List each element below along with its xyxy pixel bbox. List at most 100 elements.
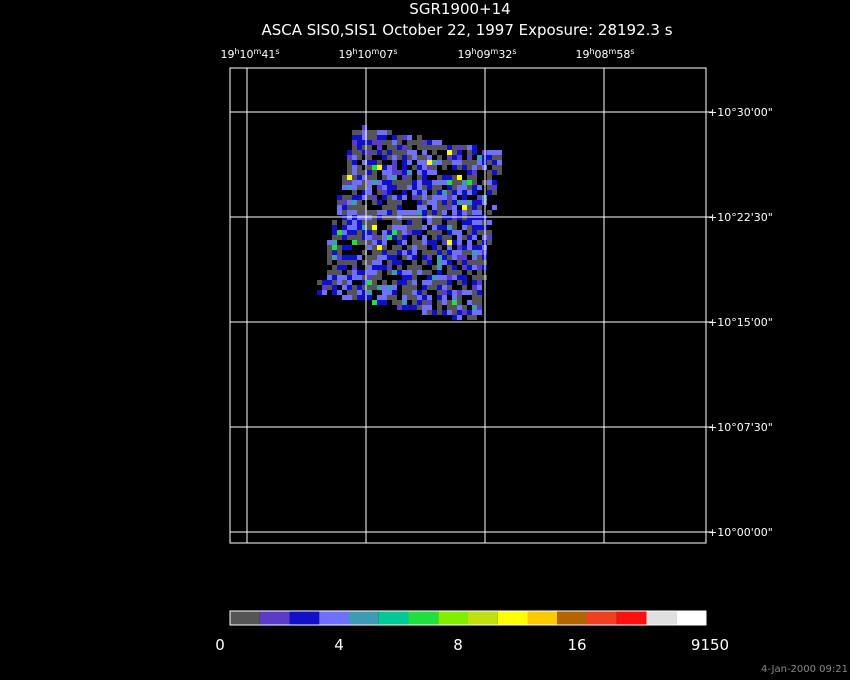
image-pixel: [402, 255, 407, 260]
image-pixel: [387, 230, 392, 235]
image-pixel: [422, 185, 427, 190]
coordinate-grid: 19h10m41s 19h10m07s 19h09m32s 19h08m58s+10°…: [220, 47, 773, 543]
image-pixel: [347, 225, 352, 230]
image-pixel: [412, 195, 417, 200]
image-pixel: [462, 225, 467, 230]
image-pixel: [367, 245, 372, 250]
image-pixel: [362, 270, 367, 275]
image-pixel: [477, 230, 482, 235]
image-pixel: [467, 265, 472, 270]
image-pixel: [462, 180, 467, 185]
image-pixel: [427, 195, 432, 200]
ra-value: 41: [261, 48, 275, 61]
image-pixel: [492, 160, 497, 165]
image-pixel: [357, 180, 362, 185]
image-pixel: [417, 225, 422, 230]
image-pixel: [402, 195, 407, 200]
image-pixel: [477, 255, 482, 260]
image-pixel: [377, 165, 382, 170]
ra-label: 19h08m58s: [575, 47, 634, 61]
colorbar-swatch: [289, 611, 320, 625]
image-pixel: [352, 275, 357, 280]
image-pixel: [397, 155, 402, 160]
image-pixel: [442, 210, 447, 215]
image-pixel: [337, 280, 342, 285]
image-pixel: [397, 180, 402, 185]
image-pixel: [347, 200, 352, 205]
image-pixel: [362, 195, 367, 200]
colorbar-label: 8: [453, 636, 463, 654]
image-pixel: [447, 160, 452, 165]
image-pixel: [402, 305, 407, 310]
image-pixel: [377, 190, 382, 195]
image-pixel: [367, 275, 372, 280]
timestamp: 4-Jan-2000 09:21: [761, 664, 848, 675]
image-pixel: [377, 210, 382, 215]
image-pixel: [382, 150, 387, 155]
image-pixel: [377, 145, 382, 150]
image-pixel: [442, 275, 447, 280]
image-pixel: [452, 220, 457, 225]
image-pixel: [337, 275, 342, 280]
image-pixel: [417, 290, 422, 295]
image-pixel: [427, 280, 432, 285]
image-pixel: [352, 135, 357, 140]
image-pixel: [387, 290, 392, 295]
image-pixel: [377, 235, 382, 240]
image-pixel: [392, 250, 397, 255]
image-pixel: [357, 145, 362, 150]
image-pixel: [357, 220, 362, 225]
image-pixel: [367, 230, 372, 235]
image-pixel: [407, 265, 412, 270]
image-pixel: [402, 135, 407, 140]
ra-label: 19h10m07s: [338, 47, 397, 61]
image-pixel: [342, 255, 347, 260]
image-pixel: [392, 225, 397, 230]
image-pixel: [432, 150, 437, 155]
plot-frame: [229, 67, 707, 544]
image-pixel: [462, 205, 467, 210]
image-pixel: [412, 245, 417, 250]
image-pixel: [392, 245, 397, 250]
image-pixel: [412, 220, 417, 225]
image-pixel: [352, 210, 357, 215]
colorbar-swatch: [676, 611, 706, 625]
image-pixel: [352, 230, 357, 235]
image-pixel: [412, 260, 417, 265]
image-pixel: [427, 155, 432, 160]
image-pixel: [382, 185, 387, 190]
image-pixel: [497, 160, 502, 165]
image-pixel: [352, 285, 357, 290]
image-pixel: [332, 230, 337, 235]
image-pixel: [442, 190, 447, 195]
image-pixel: [357, 285, 362, 290]
image-pixel: [412, 190, 417, 195]
image-pixel: [487, 210, 492, 215]
image-pixel: [407, 250, 412, 255]
image-pixel: [442, 300, 447, 305]
image-pixel: [382, 135, 387, 140]
image-pixel: [447, 280, 452, 285]
image-pixel: [407, 185, 412, 190]
image-pixel: [447, 225, 452, 230]
image-pixel: [387, 145, 392, 150]
image-pixel: [457, 230, 462, 235]
image-pixel: [367, 160, 372, 165]
image-pixel: [487, 170, 492, 175]
image-pixel: [457, 290, 462, 295]
colorbar-swatch: [319, 611, 349, 625]
image-pixel: [417, 140, 422, 145]
image-pixel: [452, 290, 457, 295]
image-pixel: [427, 255, 432, 260]
image-pixel: [332, 280, 337, 285]
image-pixel: [367, 265, 372, 270]
image-pixel: [387, 295, 392, 300]
image-pixel: [362, 260, 367, 265]
image-pixel: [387, 170, 392, 175]
image-pixel: [462, 275, 467, 280]
image-pixel: [367, 135, 372, 140]
image-pixel: [342, 185, 347, 190]
image-pixel: [362, 285, 367, 290]
image-pixel: [382, 240, 387, 245]
